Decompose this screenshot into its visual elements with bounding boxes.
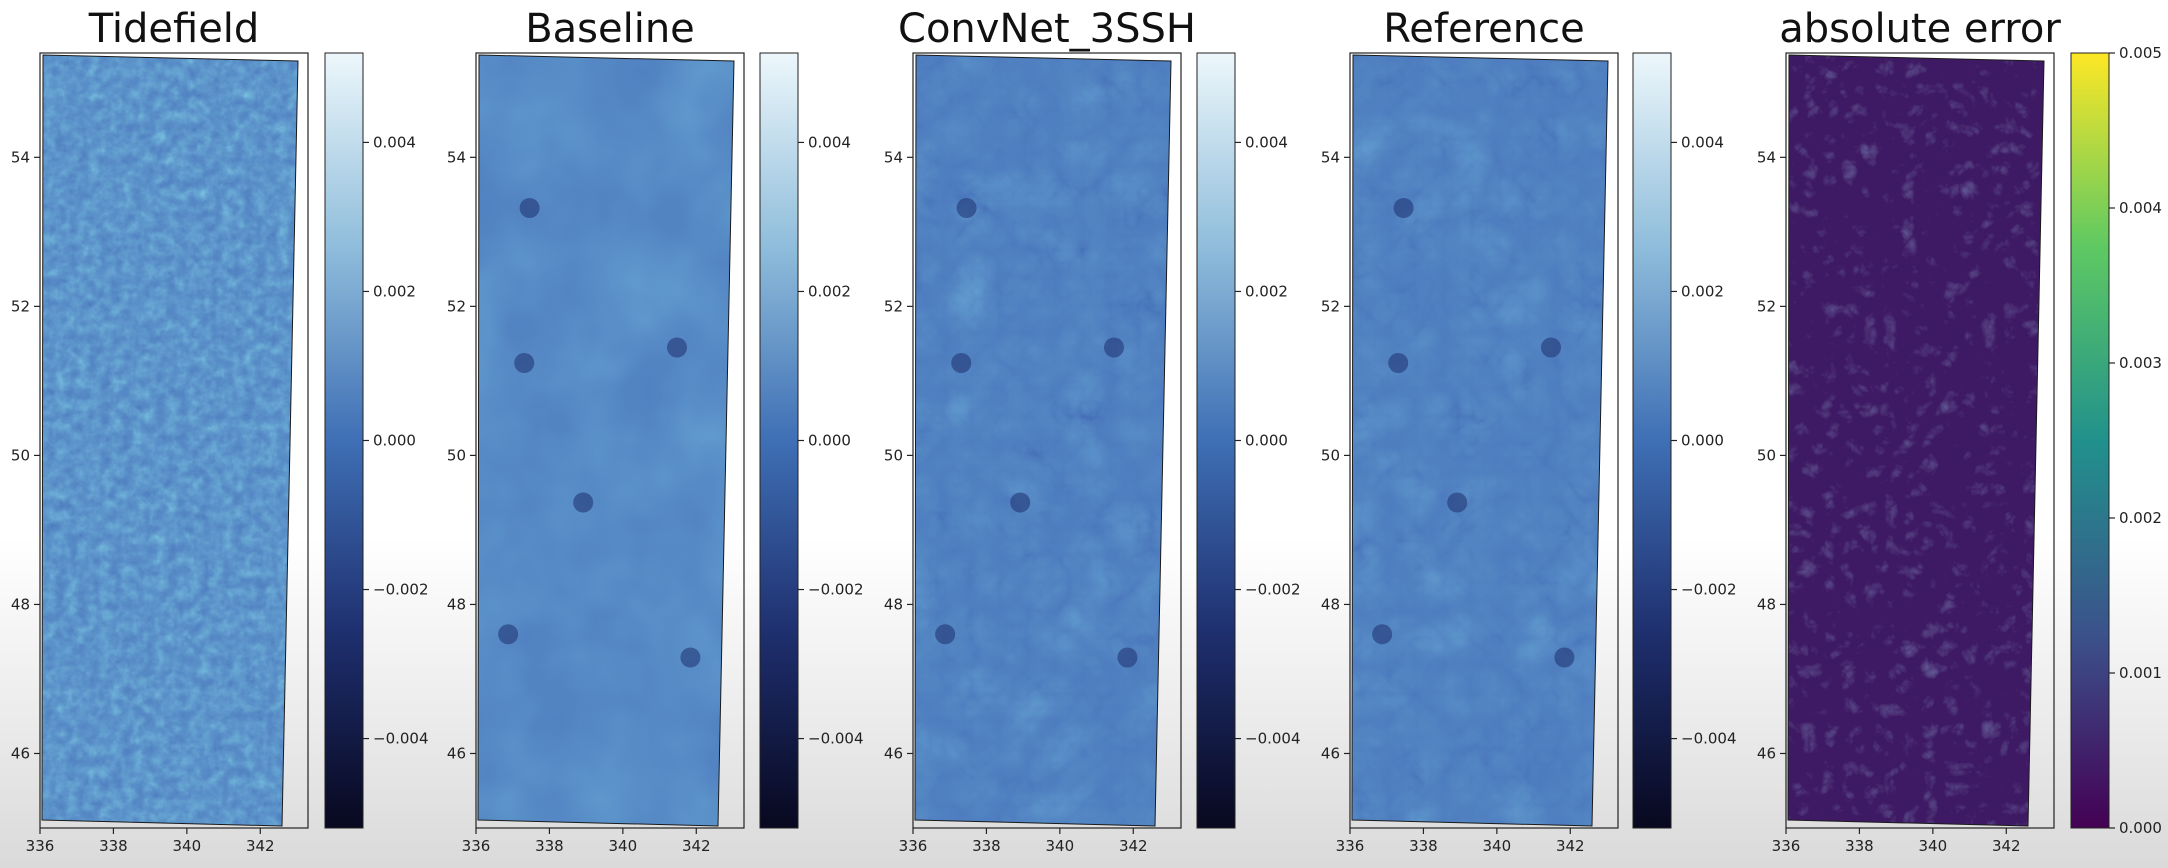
y-tick-label: 46 [1757,744,1776,762]
x-tick-label: 342 [682,837,711,855]
x-tick-label: 342 [246,837,275,855]
colorbar [759,52,799,829]
y-tick-label: 54 [1757,148,1776,166]
y-tick-label: 48 [1757,595,1776,613]
colorbar [324,52,364,829]
panel-title: ConvNet_3SSH [898,6,1196,52]
x-tick-label: 340 [1046,837,1075,855]
y-tick-label: 48 [447,595,466,613]
colorbar-tick-label: 0.002 [2119,509,2162,527]
y-tick-label: 50 [1757,446,1776,464]
y-tick-label: 48 [11,595,30,613]
colorbar-tick-label: 0.004 [1681,133,1724,151]
panel-title: Reference [1383,6,1584,52]
y-tick-label: 54 [11,148,30,166]
y-tick-label: 52 [11,297,30,315]
x-tick-label: 342 [1119,837,1148,855]
x-tick-label: 340 [609,837,638,855]
y-tick-label: 46 [884,744,903,762]
y-tick-label: 46 [11,744,30,762]
heatmap-field [1352,55,1608,826]
axes-frame [475,52,745,829]
colorbar-tick-label: 0.004 [808,133,851,151]
y-tick-label: 54 [447,148,466,166]
panel-title: Tidefield [88,6,260,52]
x-tick-label: 338 [535,837,564,855]
x-tick-label: 336 [1336,837,1365,855]
colorbar-tick-label: −0.002 [1245,581,1301,599]
x-tick-label: 338 [972,837,1001,855]
y-tick-label: 52 [447,297,466,315]
x-tick-label: 340 [1483,837,1512,855]
heatmap-field [915,55,1171,826]
y-tick-label: 50 [1321,446,1340,464]
axes-frame [912,52,1182,829]
panel-1: Tidefield 336 338 340 342 46 48 50 52 54 0.004 0.00… [11,6,429,855]
x-tick-label: 336 [899,837,928,855]
axes-frame [1349,52,1619,829]
y-tick-label: 48 [884,595,903,613]
colorbar-tick-label: 0.000 [373,432,416,450]
heatmap-field [1788,55,2044,826]
y-tick-label: 52 [884,297,903,315]
y-tick-label: 50 [447,446,466,464]
x-tick-label: 342 [1556,837,1585,855]
colorbar [2070,52,2110,829]
heatmap-field [42,55,298,826]
x-tick-label: 340 [173,837,202,855]
colorbar-tick-label: −0.004 [373,730,429,748]
colorbar-tick-label: 0.000 [1681,432,1724,450]
y-tick-label: 46 [447,744,466,762]
colorbar-tick-label: 0.004 [373,133,416,151]
colorbar-tick-label: −0.004 [808,730,864,748]
y-tick-label: 46 [1321,744,1340,762]
colorbar [1196,52,1236,829]
colorbar-tick-label: −0.002 [373,581,429,599]
x-tick-label: 336 [462,837,491,855]
colorbar [1632,52,1672,829]
colorbar-tick-label: 0.000 [2119,819,2162,837]
y-tick-label: 54 [884,148,903,166]
panel-title: Baseline [525,6,695,52]
x-tick-label: 336 [1772,837,1801,855]
colorbar-tick-label: 0.002 [1681,282,1724,300]
colorbar-tick-label: 0.001 [2119,664,2162,682]
colorbar-tick-label: 0.002 [1245,282,1288,300]
colorbar-tick-label: 0.000 [808,432,851,450]
y-tick-label: 50 [884,446,903,464]
x-tick-label: 336 [26,837,55,855]
panel-4: Reference 336 338 340 342 46 48 50 52 54 0.004 0.00… [1321,6,1737,855]
panel-5: absolute error 336 338 340 342 46 48 50 52 54 0.00… [1757,6,2162,855]
x-tick-label: 338 [1409,837,1438,855]
axes-frame [1785,52,2055,829]
colorbar-tick-label: 0.004 [1245,133,1288,151]
panel-title: absolute error [1779,6,2061,52]
colorbar-tick-label: 0.005 [2119,44,2162,62]
panel-3: ConvNet_3SSH 336 338 340 342 46 48 50 52 54 0.004 0… [884,6,1301,855]
colorbar-tick-label: −0.002 [808,581,864,599]
x-tick-label: 342 [1992,837,2021,855]
x-tick-label: 338 [99,837,128,855]
colorbar-tick-label: 0.002 [808,282,851,300]
colorbar-tick-label: 0.003 [2119,354,2162,372]
colorbar-tick-label: 0.002 [373,282,416,300]
y-tick-label: 52 [1757,297,1776,315]
colorbar-tick-label: −0.004 [1245,730,1301,748]
panels: Tidefield 336 338 340 342 46 48 50 52 54 0.004 0.00… [11,6,2162,855]
axes-frame [39,52,309,829]
y-tick-label: 50 [11,446,30,464]
colorbar-tick-label: 0.004 [2119,199,2162,217]
panel-2: Baseline 336 338 340 342 46 48 50 52 54 0.004 0.002… [447,6,864,855]
x-tick-label: 340 [1919,837,1948,855]
heatmap-field [478,55,734,826]
x-tick-label: 338 [1845,837,1874,855]
colorbar-tick-label: −0.004 [1681,730,1737,748]
colorbar-tick-label: −0.002 [1681,581,1737,599]
y-tick-label: 48 [1321,595,1340,613]
colorbar-tick-label: 0.000 [1245,432,1288,450]
y-tick-label: 52 [1321,297,1340,315]
y-tick-label: 54 [1321,148,1340,166]
